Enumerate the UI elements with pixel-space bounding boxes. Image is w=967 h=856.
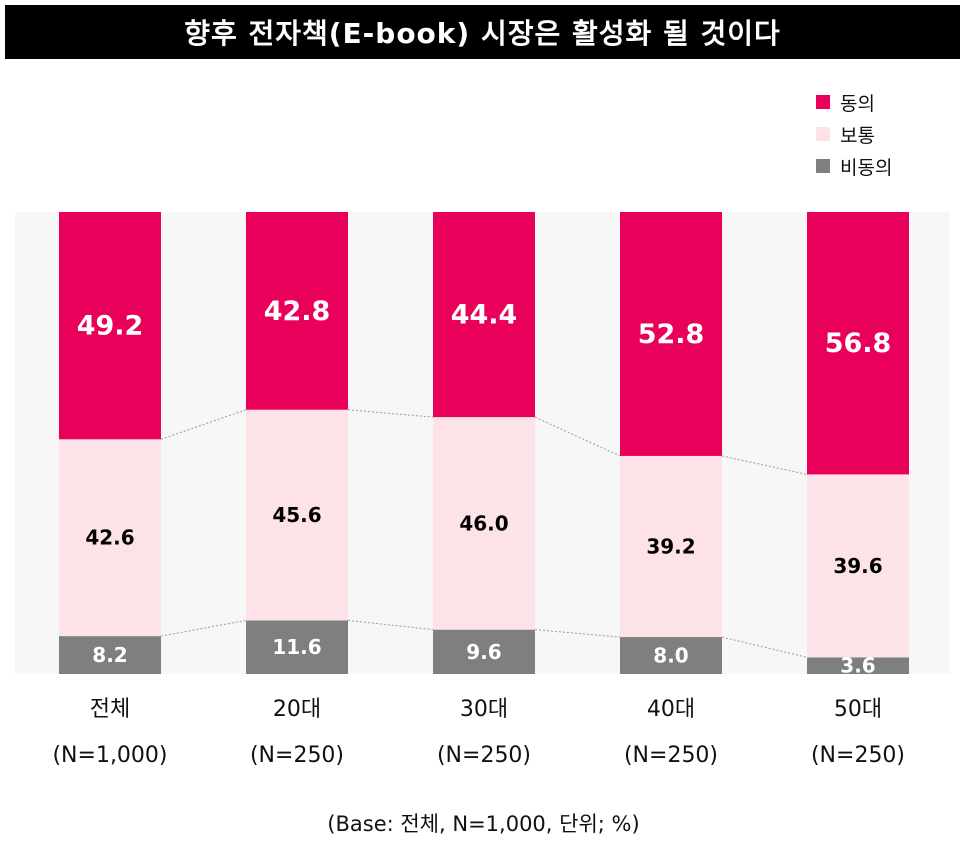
category-label: 30대: [460, 697, 508, 722]
legend-label-neutral: 보통: [840, 124, 875, 147]
connector-line: [534, 416, 621, 457]
bar-segment: [433, 417, 535, 630]
bar-segment: [246, 409, 348, 621]
stacked-bar-chart: 8.2 42.6 49.2 11.6 45.6 42.8 9.6 46.0 44.4 8.0 39.…: [52, 212, 909, 768]
bar-segment: [433, 212, 535, 418]
connector-line: [721, 455, 808, 475]
chart-title: 향후 전자책(E-book) 시장은 활성화 될 것이다: [184, 17, 781, 50]
data-label: 42.6: [85, 526, 134, 550]
bar-segment: [620, 212, 722, 456]
chart-footnote: (Base: 전체, N=1,000, 단위; %): [327, 812, 640, 836]
data-label: 39.2: [646, 534, 695, 558]
connector-line: [160, 619, 247, 637]
category-label: 전체: [90, 697, 130, 722]
bar-segment: [59, 439, 161, 637]
category-sublabel: (N=250): [250, 743, 344, 768]
connector-line: [160, 409, 247, 440]
data-label: 39.6: [833, 554, 882, 578]
bar-segment: [59, 212, 161, 440]
legend-item-disagree: 비동의: [816, 150, 892, 182]
legend-item-agree: 동의: [816, 86, 892, 118]
category-label: 20대: [273, 697, 321, 722]
legend-swatch-agree: [816, 95, 830, 109]
data-label: 11.6: [272, 635, 321, 659]
legend-swatch-disagree: [816, 159, 830, 173]
bar-segment: [246, 620, 348, 674]
data-label: 44.4: [451, 300, 518, 331]
data-label: 9.6: [466, 640, 501, 664]
category-sublabel: (N=1,000): [52, 743, 167, 768]
data-label: 42.8: [264, 296, 331, 327]
data-label: 52.8: [638, 319, 705, 350]
data-label: 3.6: [840, 654, 875, 678]
bar-segment: [246, 212, 348, 410]
data-label: 46.0: [459, 511, 508, 535]
legend-item-neutral: 보통: [816, 118, 892, 150]
bar-segment: [807, 657, 909, 674]
category-label: 50대: [834, 697, 882, 722]
category-label: 40대: [647, 697, 695, 722]
category-sublabel: (N=250): [811, 743, 905, 768]
category-sublabel: (N=250): [624, 743, 718, 768]
data-label: 8.0: [653, 644, 688, 668]
bar-segment: [807, 212, 909, 475]
category-sublabel: (N=250): [437, 743, 531, 768]
chart-legend: 동의 보통 비동의: [816, 86, 892, 182]
data-label: 56.8: [825, 328, 892, 359]
legend-label-agree: 동의: [840, 92, 875, 115]
connector-line: [721, 636, 808, 658]
data-label: 8.2: [92, 643, 127, 667]
bar-segment: [433, 629, 535, 674]
legend-swatch-neutral: [816, 127, 830, 141]
legend-label-disagree: 비동의: [840, 156, 893, 179]
bar-segment: [620, 455, 722, 638]
data-label: 45.6: [272, 503, 321, 527]
bar-segment: [807, 474, 909, 658]
bar-segment: [620, 637, 722, 674]
chart-title-bar: 향후 전자책(E-book) 시장은 활성화 될 것이다: [5, 5, 960, 59]
bar-segment: [59, 636, 161, 674]
data-label: 49.2: [77, 311, 144, 342]
